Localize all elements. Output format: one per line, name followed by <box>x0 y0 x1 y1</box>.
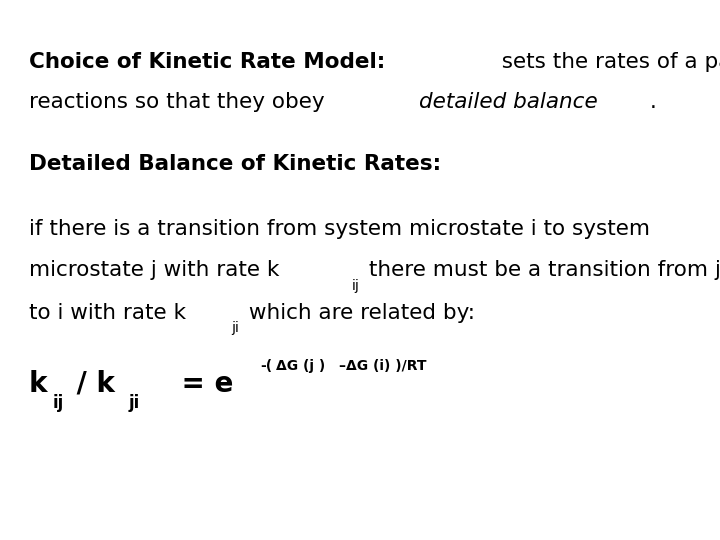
Text: there must be a transition from j: there must be a transition from j <box>362 260 720 280</box>
Text: ΔG (j ): ΔG (j ) <box>276 359 325 373</box>
Text: to i with rate k: to i with rate k <box>29 302 186 322</box>
Text: -(: -( <box>260 359 272 373</box>
Text: –ΔG (i) )/RT: –ΔG (i) )/RT <box>339 359 427 373</box>
Text: reactions so that they obey: reactions so that they obey <box>29 92 331 112</box>
Text: k: k <box>29 369 48 397</box>
Text: microstate j with rate k: microstate j with rate k <box>29 260 279 280</box>
Text: detailed balance: detailed balance <box>419 92 598 112</box>
Text: sets the rates of a pair of: sets the rates of a pair of <box>488 51 720 71</box>
Text: which are related by:: which are related by: <box>241 302 474 322</box>
Text: ji: ji <box>231 321 239 335</box>
Text: .: . <box>649 92 657 112</box>
Text: Detailed Balance of Kinetic Rates:: Detailed Balance of Kinetic Rates: <box>29 154 441 174</box>
Text: Choice of Kinetic Rate Model:: Choice of Kinetic Rate Model: <box>29 51 385 71</box>
Text: if there is a transition from system microstate i to system: if there is a transition from system mic… <box>29 219 649 239</box>
Text: ij: ij <box>352 279 360 293</box>
Text: ji: ji <box>129 394 140 411</box>
Text: / k: / k <box>67 369 115 397</box>
Text: = e: = e <box>143 369 234 397</box>
Text: ij: ij <box>53 394 64 411</box>
